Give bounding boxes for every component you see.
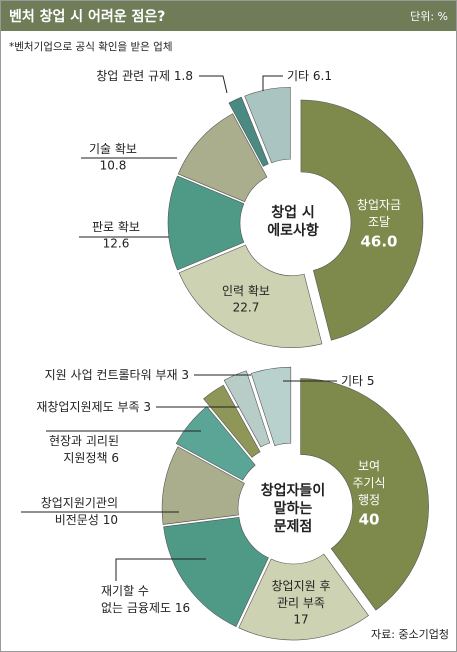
slice-label-text: 없는 금융제도 [101, 601, 171, 615]
center-label: 에로사항 [267, 222, 319, 239]
value-label: 16 [175, 601, 190, 615]
slice-label-text: 지원정책 [63, 450, 107, 465]
slice-label-text: 관리 부족 [277, 596, 325, 610]
donut-slice [244, 86, 291, 164]
donut-slice [177, 113, 268, 203]
slice-label: 창업 관련 규제 1.8 [96, 69, 193, 83]
slice-label: 재창업지원제도 부족 3 [36, 400, 151, 414]
slice-label: 조달 [368, 215, 390, 229]
slice-label: 창업자금 [357, 198, 401, 212]
value-label: 3 [143, 400, 151, 414]
center-label: 문제점 [274, 518, 313, 535]
donut-slice [300, 99, 424, 341]
center-label: 창업 시 [271, 204, 315, 221]
value-label: 12.6 [103, 237, 130, 251]
value-label: 22.7 [233, 301, 260, 315]
slice-label-text: 창업지원기관의 [41, 496, 118, 510]
slice-label: 행정 [358, 492, 380, 507]
slice-label-text: 판로 확보 [92, 220, 140, 234]
leader-line [262, 75, 283, 91]
slice-label-text: 재기할 수 [101, 584, 149, 598]
value-label: 3 [181, 368, 189, 382]
slice-label: 지원정책 6 [63, 450, 119, 465]
slice-label-text: 현장과 괴리된 [49, 434, 119, 448]
slice-label: 판로 확보 [92, 220, 140, 234]
value-label: 10 [103, 513, 118, 527]
slice-label: 기타 5 [341, 374, 375, 388]
unit: 단위: % [410, 10, 448, 23]
donut-slice [203, 384, 261, 458]
value-label: 6 [111, 451, 119, 465]
donut-slice [161, 446, 245, 525]
value-label: 46.0 [360, 233, 397, 251]
donut-slice [228, 96, 269, 167]
slice-label-text: 창업지원 후 [271, 579, 330, 593]
donut-slice [167, 175, 245, 271]
slice-label: 주기식 [352, 476, 385, 490]
value-label: 17 [293, 613, 308, 627]
slice-label: 재기할 수 [101, 584, 149, 598]
center-label: 말하는 [274, 500, 313, 517]
title-bar [1, 1, 456, 31]
slice-label-text: 비전문성 [55, 513, 99, 527]
slice-label-text: 재창업지원제도 부족 [36, 400, 139, 414]
value-label: 1.8 [174, 69, 193, 83]
donut-slice [178, 244, 323, 348]
slice-label-text: 지원 사업 컨트롤타워 부재 [45, 368, 178, 382]
slice-label: 보여 [358, 459, 380, 473]
slice-label-text: 인력 확보 [222, 284, 270, 298]
slice-label: 관리 부족 [277, 596, 325, 610]
slice-label: 기술 확보 [89, 142, 137, 156]
donut-slice [250, 366, 292, 447]
slice-label-text: 주기식 [352, 476, 385, 490]
slice-label-text: 행정 [358, 492, 380, 507]
value-label: 5 [367, 374, 375, 388]
value-label: 10.8 [100, 159, 127, 173]
slice-label-text: 기타 [287, 69, 309, 83]
slice-label: 없는 금융제도 16 [101, 601, 190, 615]
value-label: 6.1 [313, 69, 332, 83]
slice-label-text: 기타 [341, 374, 363, 388]
source: 자료: 중소기업청 [371, 628, 449, 641]
leader-line [115, 558, 206, 581]
slice-label: 지원 사업 컨트롤타워 부재 3 [45, 368, 189, 382]
donut-slice [238, 553, 369, 641]
donut-slice [223, 370, 271, 448]
slice-label: 창업지원기관의 [41, 496, 118, 510]
slice-label: 인력 확보 [222, 284, 270, 298]
slice-label-text: 기술 확보 [89, 142, 137, 156]
value-label: 40 [359, 511, 380, 529]
slice-label: 창업지원 후 [271, 579, 330, 593]
donut-slice [163, 516, 269, 627]
slice-label-text: 보여 [358, 459, 380, 473]
donut-slice [300, 378, 429, 611]
leader-line [199, 75, 228, 94]
title: 벤처 창업 시 어려운 점은? [9, 8, 165, 25]
center-label: 창업자들이 [261, 482, 325, 499]
slice-label: 현장과 괴리된 [49, 434, 119, 448]
slice-label: 기타 6.1 [287, 69, 332, 83]
slice-label: 비전문성 10 [55, 513, 118, 527]
slice-label-text: 조달 [368, 215, 390, 229]
slice-label-text: 창업 관련 규제 [96, 69, 170, 83]
slice-label-text: 창업자금 [357, 198, 401, 212]
note: *벤처기업으로 공식 확인을 받은 업체 [9, 40, 173, 53]
